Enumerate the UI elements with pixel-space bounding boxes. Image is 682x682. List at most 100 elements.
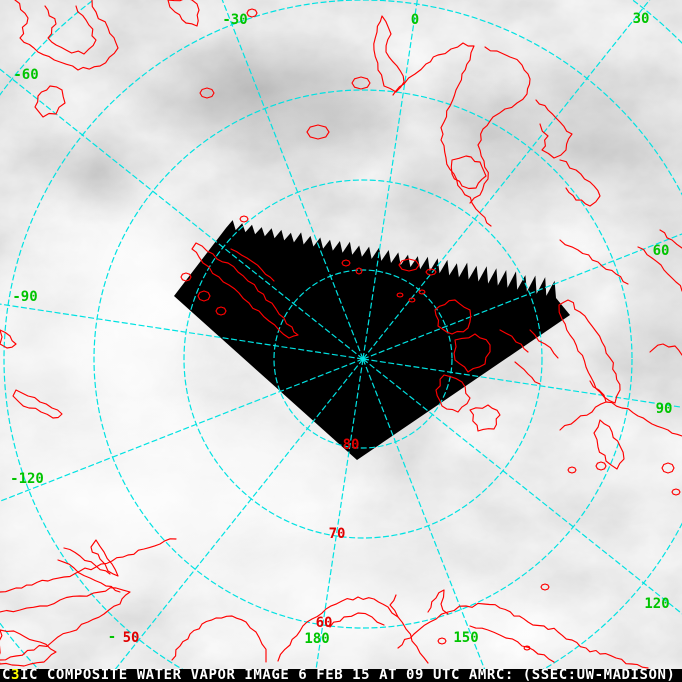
longitude-label: 120 bbox=[644, 596, 669, 612]
coastline-path bbox=[434, 299, 472, 335]
coastline-path bbox=[396, 292, 404, 298]
coastline-path bbox=[469, 46, 531, 204]
coastline-path bbox=[435, 374, 471, 413]
coastline-path bbox=[398, 258, 420, 272]
coastline-path bbox=[171, 615, 267, 663]
coastline-path bbox=[341, 259, 351, 267]
coastline-path bbox=[0, 538, 177, 593]
coastline-path bbox=[90, 539, 119, 577]
coastline-path bbox=[329, 612, 385, 628]
meridian-line bbox=[0, 303, 364, 360]
coastline-path bbox=[529, 329, 559, 359]
caption-bar: C3IC COMPOSITE WATER VAPOR IMAGE 6 FEB 1… bbox=[0, 669, 682, 682]
coastline-path bbox=[593, 419, 625, 470]
grid-labels: -30 0 30 -60 -90 -120 - 180 150 120 60 90 80 70 60 50 bbox=[10, 11, 672, 647]
longitude-label: -90 bbox=[12, 289, 37, 305]
longitude-label: 30 bbox=[633, 11, 650, 27]
caption-text: C3IC COMPOSITE WATER VAPOR IMAGE 6 FEB 1… bbox=[2, 669, 675, 682]
longitude-label: -120 bbox=[10, 471, 44, 487]
coastline-path bbox=[437, 637, 447, 645]
meridian-line bbox=[362, 0, 651, 360]
coastline-path bbox=[637, 246, 682, 292]
longitude-label: - bbox=[108, 629, 116, 645]
caption-prefix: C bbox=[2, 669, 11, 682]
latitude-circle bbox=[183, 179, 543, 539]
longitude-label: 60 bbox=[653, 243, 670, 259]
coastline-path bbox=[246, 8, 258, 18]
longitude-label: 90 bbox=[656, 401, 673, 417]
latitude-label: 70 bbox=[329, 526, 346, 542]
coastline-path bbox=[239, 215, 249, 223]
coastline-path bbox=[230, 248, 275, 282]
coastline-path bbox=[0, 329, 17, 349]
meridian-line bbox=[0, 68, 364, 360]
coastline-path bbox=[0, 629, 57, 667]
coastline-path bbox=[469, 404, 501, 432]
latitude-label: 50 bbox=[123, 630, 140, 646]
coastline-path bbox=[661, 462, 675, 474]
coastline-path bbox=[12, 389, 63, 419]
coastline-path bbox=[351, 76, 371, 90]
coastline-path bbox=[63, 547, 111, 575]
coastline-path bbox=[167, 0, 200, 27]
coastline-path bbox=[649, 343, 682, 356]
coastline-path bbox=[14, 0, 119, 71]
coastline-path bbox=[558, 299, 621, 404]
longitude-label: -30 bbox=[222, 12, 247, 28]
coastline-path bbox=[392, 42, 492, 227]
coastline-path bbox=[535, 99, 573, 159]
meridian-line bbox=[104, 358, 364, 682]
longitude-label: 0 bbox=[411, 12, 419, 28]
coastline-path bbox=[180, 272, 192, 282]
coastline-path bbox=[34, 85, 66, 118]
latitude-circle bbox=[93, 89, 633, 629]
coastline-path bbox=[397, 602, 649, 669]
coastline-path bbox=[355, 267, 363, 275]
coastline-path bbox=[469, 625, 555, 663]
coastline-path bbox=[540, 583, 550, 591]
meridian-line bbox=[362, 358, 682, 408]
coastline-path bbox=[595, 461, 607, 471]
coastline-path bbox=[450, 155, 487, 190]
coastline-path bbox=[44, 5, 97, 55]
coastline-path bbox=[499, 329, 529, 353]
coastline-path bbox=[671, 488, 681, 496]
meridian-line bbox=[362, 358, 491, 682]
coastline-path bbox=[559, 159, 601, 207]
coastline-path bbox=[567, 466, 577, 474]
meridian-line bbox=[362, 0, 418, 360]
meridian-line bbox=[221, 0, 364, 360]
longitude-label: 180 bbox=[304, 631, 329, 647]
coastline-path bbox=[659, 229, 682, 249]
coastline-path bbox=[199, 87, 215, 99]
coastline-path bbox=[453, 333, 491, 373]
coastline-path bbox=[215, 306, 227, 316]
coastline-path bbox=[389, 594, 399, 618]
coastline-path bbox=[425, 268, 437, 276]
coastline-path bbox=[57, 559, 121, 593]
latitude-circle bbox=[3, 0, 682, 682]
coastline-path bbox=[418, 289, 426, 295]
coastline-path bbox=[559, 401, 682, 437]
coastline-path bbox=[0, 587, 131, 661]
meridian-line bbox=[362, 233, 682, 360]
coastline-path bbox=[197, 290, 211, 302]
coastline-path bbox=[191, 242, 299, 339]
meridian-line bbox=[313, 358, 364, 682]
meridian-line bbox=[0, 358, 364, 502]
coastline-path bbox=[373, 15, 405, 93]
coastline-path bbox=[277, 596, 429, 664]
caption-highlight: 3 bbox=[10, 669, 20, 682]
latitude-circle bbox=[273, 269, 453, 449]
coastline-path bbox=[427, 589, 449, 615]
caption-rest: IC COMPOSITE WATER VAPOR IMAGE 6 FEB 15 … bbox=[19, 669, 676, 682]
longitude-label: -60 bbox=[13, 67, 38, 83]
coastline-path bbox=[523, 645, 531, 651]
coastline-path bbox=[589, 380, 607, 403]
latitude-label: 80 bbox=[343, 437, 360, 453]
latitude-label: 60 bbox=[316, 615, 333, 631]
